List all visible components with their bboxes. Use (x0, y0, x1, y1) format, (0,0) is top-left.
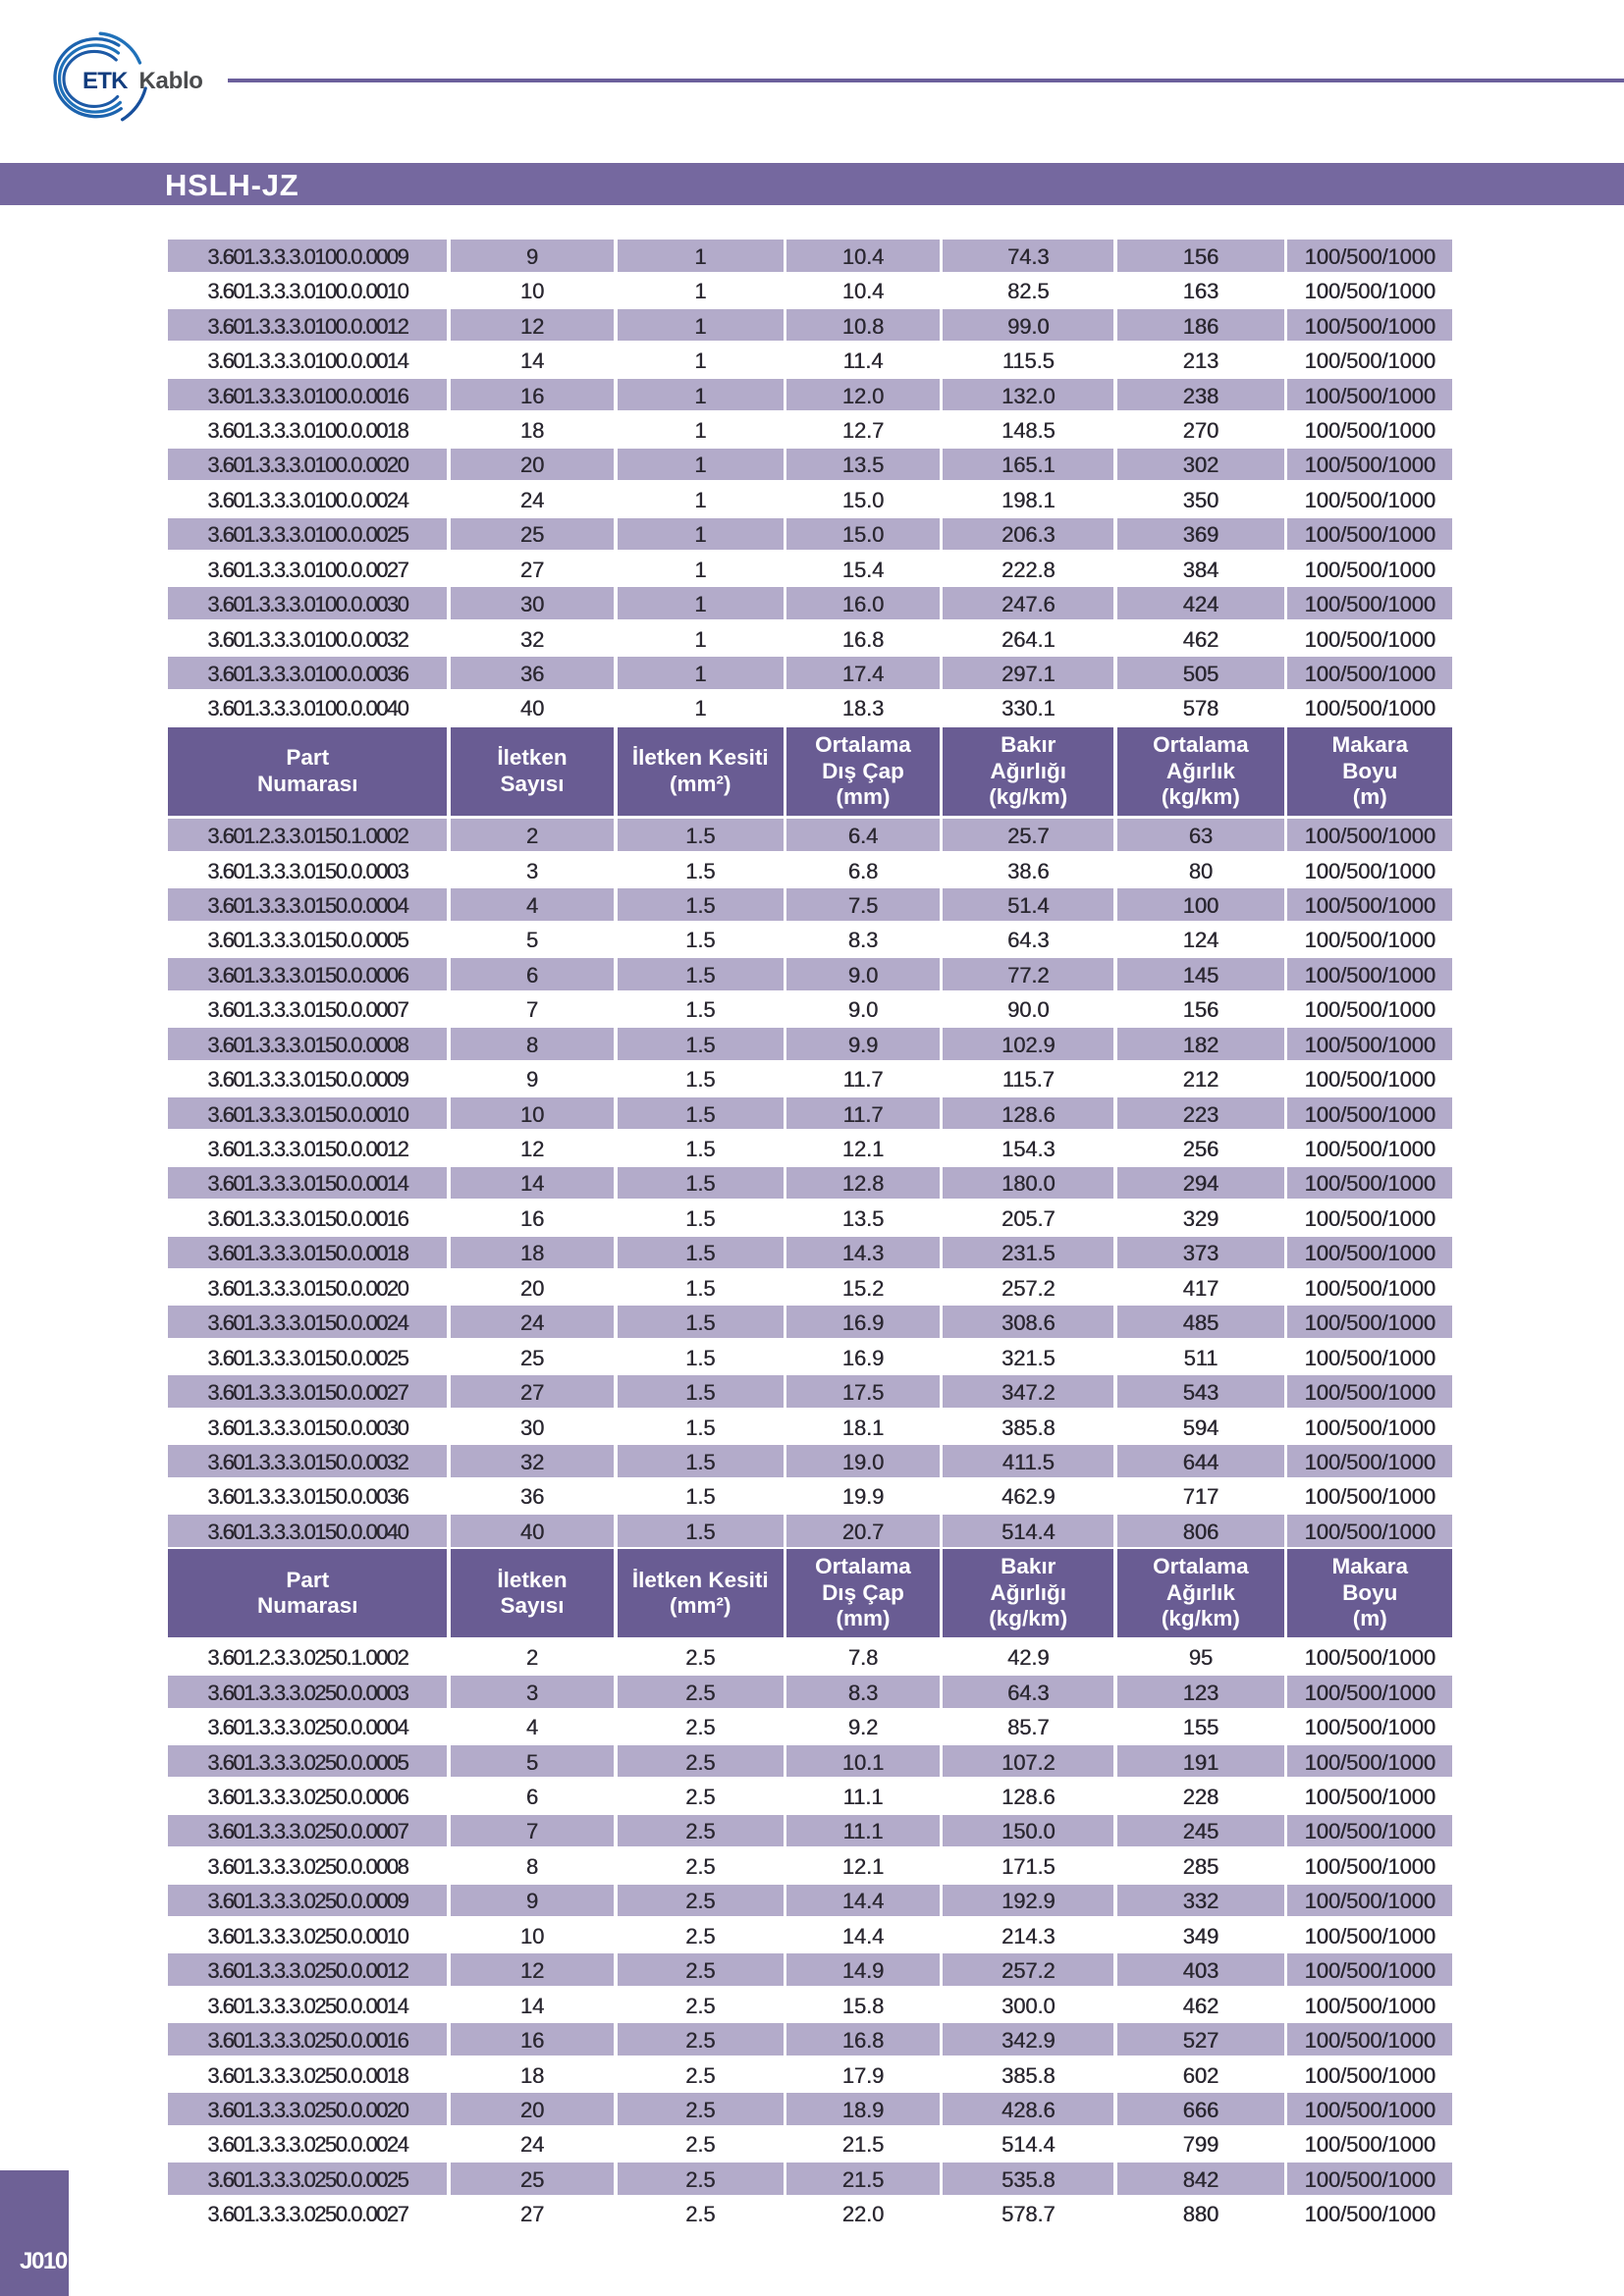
svg-text:Kablo: Kablo (139, 68, 203, 94)
svg-text:ETK: ETK (82, 68, 129, 94)
